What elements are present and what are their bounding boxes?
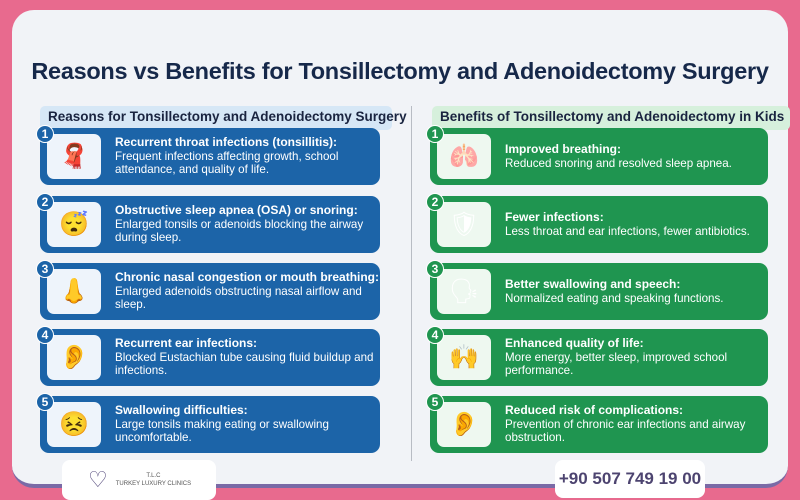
happy-child-icon: 🙌 bbox=[437, 335, 491, 380]
item-text: Enlarged adenoids obstructing nasal airf… bbox=[115, 284, 362, 312]
item-text: Normalized eating and speaking functions… bbox=[505, 291, 724, 305]
swallowing-icon: 😣 bbox=[47, 402, 101, 447]
item-title: Swallowing difficulties: bbox=[115, 403, 248, 418]
item-text: Prevention of chronic ear infections and… bbox=[505, 417, 746, 445]
speech-icon: 🗣 bbox=[437, 269, 491, 314]
step-number: 2 bbox=[36, 193, 54, 211]
item-title: Recurrent ear infections: bbox=[115, 336, 258, 351]
item-title: Better swallowing and speech: bbox=[505, 277, 681, 291]
heart-stethoscope-icon: ♡ bbox=[88, 467, 108, 492]
item-text: Blocked Eustachian tube causing fluid bu… bbox=[115, 350, 374, 378]
item-text: Frequent infections affecting growth, sc… bbox=[115, 149, 339, 177]
step-number: 3 bbox=[36, 260, 54, 278]
step-number: 1 bbox=[36, 125, 54, 143]
page-title: Reasons vs Benefits for Tonsillectomy an… bbox=[31, 58, 769, 84]
reasons-item: 3 👃 Chronic nasal congestion or mouth br… bbox=[36, 260, 380, 320]
benefits-item: 5 👂 Reduced risk of complications: Preven… bbox=[426, 393, 768, 453]
benefits-item: 4 🙌 Enhanced quality of life: More energy… bbox=[426, 326, 768, 386]
reasons-header: Reasons for Tonsillectomy and Adenoidect… bbox=[40, 106, 407, 130]
phone-number: +90 507 749 19 00 bbox=[555, 460, 705, 498]
item-text: Reduced snoring and resolved sleep apnea… bbox=[505, 156, 732, 170]
item-title: Recurrent throat infections (tonsillitis… bbox=[115, 135, 338, 150]
lungs-breathing-icon: 🫁 bbox=[437, 134, 491, 179]
ear-icon: 👂 bbox=[47, 335, 101, 380]
column-divider bbox=[411, 106, 412, 461]
item-text: More energy, better sleep, improved scho… bbox=[505, 350, 728, 378]
item-title: Reduced risk of complications: bbox=[505, 403, 684, 418]
item-title: Improved breathing: bbox=[505, 142, 622, 156]
sleeping-child-icon: 😴 bbox=[47, 202, 101, 247]
reasons-item: 1 🧣 Recurrent throat infections (tonsill… bbox=[36, 125, 380, 185]
nose-icon: 👃 bbox=[47, 269, 101, 314]
item-title: Chronic nasal congestion or mouth breath… bbox=[115, 270, 380, 285]
item-title: Enhanced quality of life: bbox=[505, 336, 644, 351]
throat-icon: 🧣 bbox=[47, 134, 101, 179]
item-text: Enlarged tonsils or adenoids blocking th… bbox=[115, 217, 364, 245]
item-title: Fewer infections: bbox=[505, 210, 604, 224]
ear-check-icon: 👂 bbox=[437, 402, 491, 447]
step-number: 5 bbox=[426, 393, 444, 411]
reasons-item: 2 😴 Obstructive sleep apnea (OSA) or sno… bbox=[36, 193, 380, 253]
item-text: Large tonsils making eating or swallowin… bbox=[115, 417, 329, 445]
benefits-item: 1 🫁 Improved breathing: Reduced snoring a… bbox=[426, 125, 768, 185]
step-number: 2 bbox=[426, 193, 444, 211]
shield-medicine-icon: 🛡 bbox=[437, 202, 491, 247]
step-number: 4 bbox=[36, 326, 54, 344]
reasons-item: 4 👂 Recurrent ear infections: Blocked Eus… bbox=[36, 326, 380, 386]
reasons-item: 5 😣 Swallowing difficulties: Large tonsil… bbox=[36, 393, 380, 453]
item-text: Less throat and ear infections, fewer an… bbox=[505, 224, 750, 238]
step-number: 3 bbox=[426, 260, 444, 278]
logo-name: TURKEY LUXURY CLINICS bbox=[115, 481, 192, 487]
step-number: 1 bbox=[426, 125, 444, 143]
logo-abbr: T.L.C bbox=[146, 473, 161, 479]
step-number: 5 bbox=[36, 393, 54, 411]
clinic-logo: ♡ T.L.C TURKEY LUXURY CLINICS bbox=[62, 460, 216, 500]
benefits-header: Benefits of Tonsillectomy and Adenoidect… bbox=[432, 106, 790, 130]
benefits-item: 2 🛡 Fewer infections: Less throat and ear… bbox=[426, 193, 768, 253]
benefits-item: 3 🗣 Better swallowing and speech: Normali… bbox=[426, 260, 768, 320]
step-number: 4 bbox=[426, 326, 444, 344]
item-title: Obstructive sleep apnea (OSA) or snoring… bbox=[115, 203, 358, 218]
